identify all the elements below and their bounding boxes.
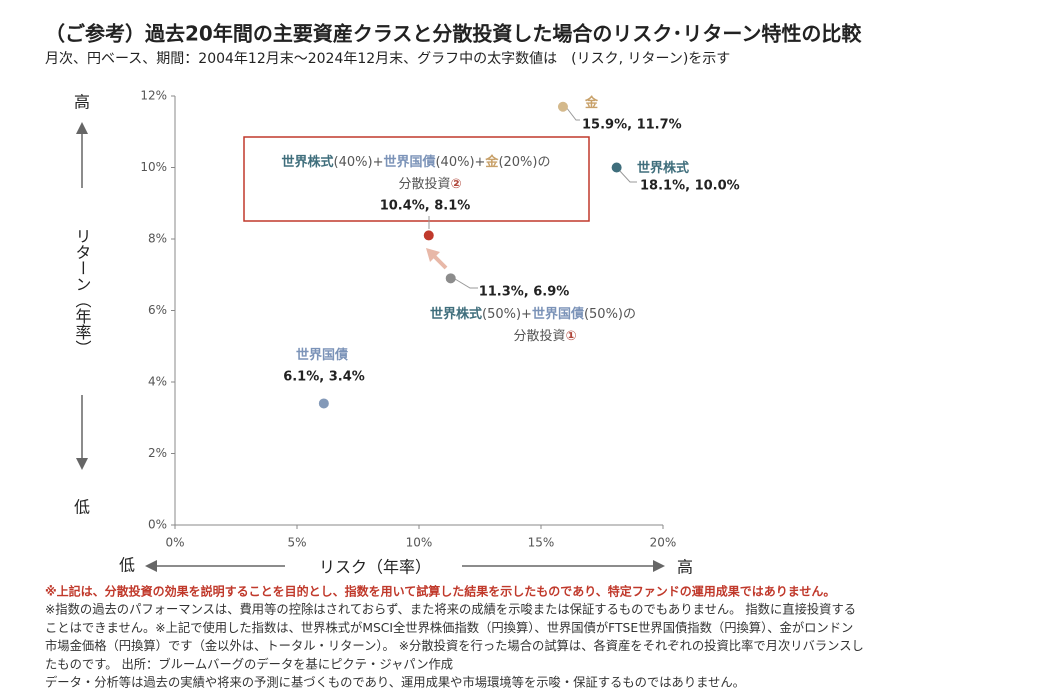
highlight-box [243, 136, 590, 222]
point-label: 金 [584, 95, 599, 111]
point [445, 273, 456, 284]
label-part: 分散投資 [513, 328, 565, 344]
footnote: データ・分析等は過去の実績や将来の予測に基づくものであり、運用成果や市場環境等を… [45, 675, 745, 690]
leader-line [454, 278, 478, 289]
y-high-label: 高 [74, 93, 90, 112]
label-part: 世界株式 [430, 306, 482, 322]
point-label: 分散投資① [513, 328, 576, 344]
point-label: 世界株式(50%)+世界国債(50%)の [430, 306, 636, 322]
y-low-label: 低 [74, 498, 90, 517]
y-tick-label: 12% [140, 89, 167, 103]
footnote: 市場金価格（円換算）です（金以外は、トータル・リターン）。 ※分散投資を行った場… [45, 638, 864, 653]
shift-arrow [432, 254, 448, 270]
point-label: 世界株式 [637, 160, 689, 176]
y-tick-label: 0% [148, 518, 167, 532]
arrow-head [653, 560, 665, 572]
label-part: 金 [584, 95, 599, 111]
value-label: 11.3%, 6.9% [479, 285, 570, 300]
arrow-head [76, 122, 88, 134]
footnote: ※指数の過去のパフォーマンスは、費用等の控除はされておらず、また将来の成績を示唆… [45, 602, 856, 617]
x-high-label: 高 [677, 558, 693, 577]
arrow-head [76, 458, 88, 470]
x-tick-label: 0% [165, 536, 184, 550]
label-part: 世界国債 [532, 306, 584, 322]
y-tick-label: 10% [140, 160, 167, 174]
value-label: 15.9%, 11.7% [582, 118, 682, 133]
label-part: 世界株式 [637, 160, 689, 176]
label-part: (50%)+ [482, 307, 532, 322]
y-tick-label: 6% [148, 303, 167, 317]
x-low-label: 低 [119, 556, 135, 575]
y-tick-label: 2% [148, 446, 167, 460]
point [318, 398, 329, 409]
y-tick-label: 4% [148, 375, 167, 389]
x-tick-label: 5% [287, 536, 306, 550]
value-label: 18.1%, 10.0% [640, 179, 740, 194]
label-part: (40%)+ [334, 155, 384, 170]
value-label: 10.4%, 8.1% [380, 199, 471, 214]
point-label: 世界株式(40%)+世界国債(40%)+金(20%)の [282, 154, 551, 170]
label-part: ② [451, 177, 462, 192]
point [611, 162, 622, 173]
y-tick-label: 8% [148, 232, 167, 246]
y-axis-title: リターン（年率） [73, 228, 92, 356]
arrow-head [426, 248, 440, 262]
footnote: たものです。 出所：ブルームバーグのデータを基にピクテ・ジャパン作成 [45, 656, 453, 671]
x-tick-label: 15% [528, 536, 555, 550]
label-part: 分散投資 [398, 176, 450, 192]
point [423, 230, 434, 241]
point [557, 101, 568, 112]
footnote: ことはできません。※上記で使用した指数は、世界株式がMSCI全世界株価指数（円換… [45, 620, 853, 635]
x-tick-label: 20% [650, 536, 677, 550]
value-label: 6.1%, 3.4% [283, 370, 365, 385]
leader-line [565, 106, 580, 121]
label-part: (50%)の [584, 307, 636, 322]
label-part: ① [566, 329, 577, 344]
label-part: 金 [484, 154, 499, 170]
point-label: 世界国債 [296, 347, 348, 363]
footnotes: ※上記は、分散投資の効果を説明することを目的とし、指数を用いて試算した結果を示し… [45, 584, 864, 690]
chart-subtitle: 月次、円ベース、期間：2004年12月末～2024年12月末、グラフ中の太字数値… [45, 51, 730, 67]
x-axis-title: リスク（年率） [319, 558, 431, 577]
label-part: 世界株式 [282, 154, 334, 170]
leader-line [618, 169, 637, 183]
point-label: 分散投資② [398, 176, 461, 192]
label-part: 世界国債 [383, 154, 435, 170]
chart-title: （ご参考）過去20年間の主要資産クラスと分散投資した場合のリスク･リターン特性の… [45, 22, 862, 46]
label-part: (40%)+ [435, 155, 485, 170]
label-part: 世界国債 [296, 347, 348, 363]
arrow-head [145, 560, 157, 572]
x-tick-label: 10% [406, 536, 433, 550]
label-part: (20%)の [498, 155, 550, 170]
footnote: ※上記は、分散投資の効果を説明することを目的とし、指数を用いて試算した結果を示し… [45, 584, 835, 599]
